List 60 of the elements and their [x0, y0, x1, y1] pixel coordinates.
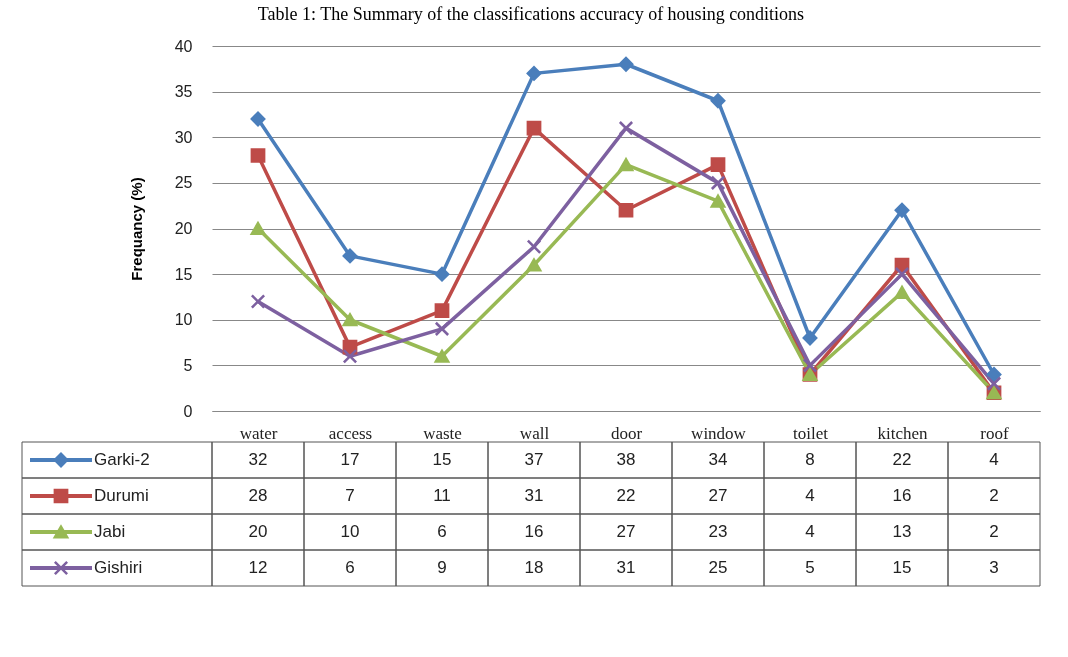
data-label: 28 — [248, 486, 268, 505]
data-label: 6 — [437, 522, 447, 541]
y-tick-label: 25 — [174, 174, 193, 192]
data-label: 34 — [708, 450, 728, 469]
data-label: 9 — [437, 558, 447, 577]
data-label: 3 — [989, 558, 999, 577]
data-label: 23 — [708, 522, 728, 541]
legend-label: Durumi — [94, 486, 149, 505]
data-label: 2 — [989, 522, 999, 541]
y-tick-label: 0 — [183, 402, 193, 420]
data-label: 15 — [892, 558, 912, 577]
y-tick-label: 35 — [174, 83, 193, 101]
data-label: 22 — [892, 450, 912, 469]
data-label: 16 — [524, 522, 544, 541]
y-axis-title: Frequancy (%) — [127, 177, 145, 281]
data-label: 2 — [989, 486, 999, 505]
data-label: 17 — [340, 450, 360, 469]
data-label: 8 — [805, 450, 815, 469]
legend-label: Jabi — [94, 522, 126, 541]
x-tick-label: water — [239, 423, 278, 443]
data-label: 37 — [524, 450, 544, 469]
data-label: 38 — [616, 450, 636, 469]
legend-label: Gishiri — [94, 558, 143, 577]
x-tick-label: access — [328, 423, 373, 443]
data-label: 11 — [433, 486, 451, 505]
data-label: 25 — [708, 558, 728, 577]
data-label: 32 — [248, 450, 268, 469]
x-tick-label: window — [691, 423, 747, 443]
data-label: 13 — [892, 522, 912, 541]
data-label: 4 — [989, 450, 999, 469]
data-label: 22 — [616, 486, 636, 505]
y-tick-label: 30 — [174, 128, 193, 146]
data-label: 6 — [345, 558, 355, 577]
y-tick-label: 20 — [174, 220, 193, 237]
x-tick-label: waste — [423, 423, 462, 443]
chart-title: Table 1: The Summary of the classifications accuracy of housing conditions — [257, 4, 805, 24]
x-tick-label: wall — [519, 423, 550, 443]
data-label: 4 — [805, 522, 815, 541]
data-label: 5 — [805, 558, 815, 577]
y-tick-label: 5 — [183, 356, 193, 374]
data-label: 18 — [524, 558, 544, 577]
y-tick-label: 15 — [174, 265, 193, 283]
data-label: 31 — [616, 558, 636, 577]
legend-label: Garki-2 — [94, 450, 150, 469]
data-label: 27 — [616, 522, 636, 541]
data-label: 12 — [248, 558, 268, 577]
x-tick-label: kitchen — [877, 423, 929, 443]
x-tick-label: roof — [980, 423, 1009, 443]
data-label: 16 — [892, 486, 912, 505]
y-tick-label: 40 — [174, 37, 193, 55]
data-label: 20 — [248, 522, 268, 541]
data-label: 4 — [805, 486, 815, 505]
data-label: 27 — [708, 486, 728, 505]
data-label: 15 — [432, 450, 452, 469]
data-label: 7 — [345, 486, 355, 505]
x-tick-label: toilet — [793, 423, 829, 443]
data-label: 31 — [524, 486, 544, 505]
y-tick-label: 10 — [174, 311, 193, 329]
x-tick-label: door — [610, 423, 643, 443]
data-label: 10 — [340, 522, 360, 541]
